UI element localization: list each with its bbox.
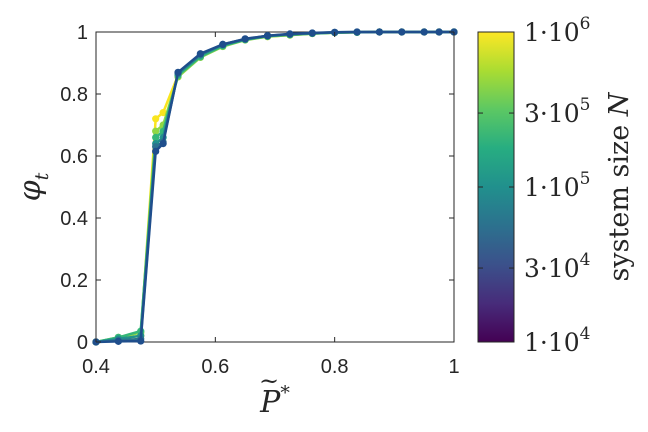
data-point	[286, 30, 294, 38]
x-tick-label: 0.8	[321, 356, 349, 378]
data-point	[114, 337, 122, 345]
data-point	[137, 337, 145, 345]
data-point	[308, 29, 316, 37]
data-point	[375, 28, 384, 36]
data-point	[398, 28, 406, 36]
y-tick-label: 0	[77, 332, 88, 354]
data-point	[174, 68, 182, 76]
series-5	[92, 28, 458, 346]
x-tick-label: 0.4	[82, 356, 110, 378]
x-tick-label: 0.6	[201, 356, 229, 378]
x-tick-label: 1	[448, 356, 459, 378]
data-point	[152, 115, 160, 123]
y-axis-label-base: φ	[13, 180, 48, 201]
colorbar-ticks: 1·104 3·104 1·105 3·105 1·106	[478, 14, 591, 357]
colorbar-gradient	[477, 31, 515, 343]
x-axis-ticks: 0.4 0.6 0.8 1	[82, 32, 460, 378]
svg-text:φt: φt	[13, 172, 53, 201]
colorbar-tick-label: 1·105	[524, 169, 591, 202]
plot-area: 0.4 0.6 0.8 1 0 0.2 0.4 0.6 0.8 1 P* ~ φt	[13, 22, 460, 420]
colorbar-tick-label: 1·104	[524, 324, 591, 357]
svg-text:system size N: system size N	[604, 91, 635, 281]
y-axis-ticks: 0 0.2 0.4 0.6 0.8 1	[60, 22, 454, 354]
y-tick-label: 1	[77, 22, 88, 44]
colorbar-label-variable: N	[604, 91, 635, 117]
data-point	[353, 28, 361, 36]
data-point	[420, 28, 428, 36]
data-point	[196, 50, 205, 58]
x-axis-label-superscript: *	[280, 382, 290, 404]
data-point	[159, 140, 167, 148]
x-axis-label: P*	[259, 382, 290, 420]
y-axis-label-subscript: t	[31, 172, 53, 180]
colorbar-label-text: system size	[604, 116, 635, 281]
data-point	[159, 109, 167, 117]
data-point	[241, 35, 249, 43]
data-point	[152, 133, 160, 141]
y-tick-label: 0.6	[60, 146, 88, 168]
data-point	[152, 147, 160, 155]
data-point	[435, 28, 443, 36]
data-point	[152, 127, 160, 135]
data-point	[263, 32, 272, 40]
y-tick-label: 0.8	[60, 84, 88, 106]
data-point	[219, 40, 227, 49]
y-tick-label: 0.2	[60, 270, 88, 292]
colorbar-tick-label: 3·105	[524, 95, 591, 128]
y-tick-label: 0.4	[60, 208, 88, 230]
colorbar-tick-label: 3·104	[524, 250, 591, 283]
colorbar-label: system size N	[604, 91, 635, 281]
colorbar-tick-label: 1·106	[524, 14, 591, 47]
colorbar: 1·104 3·104 1·105 3·105 1·106 system size N	[477, 14, 635, 357]
plot-frame	[95, 31, 455, 343]
x-axis-label-tilde: ~	[259, 367, 279, 395]
x-axis-label-base: P	[259, 385, 281, 420]
y-axis-label: φt	[13, 172, 53, 201]
